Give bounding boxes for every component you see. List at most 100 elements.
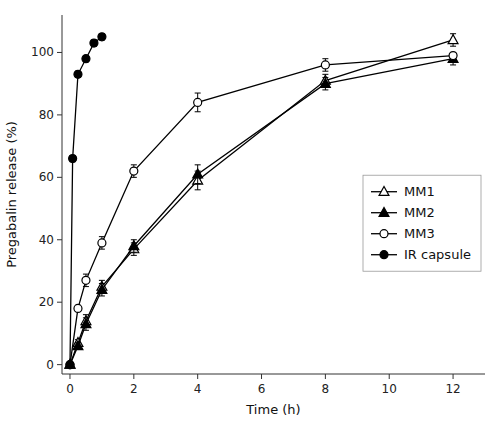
error-bar	[195, 93, 201, 112]
legend-marker	[380, 230, 388, 238]
error-bar-cap	[83, 274, 89, 275]
point	[321, 61, 329, 69]
error-bar	[131, 165, 137, 177]
point	[74, 304, 82, 312]
x-tick	[325, 374, 326, 379]
error-bar	[75, 71, 81, 77]
legend-label: MM1	[404, 184, 435, 199]
x-tick-label: 6	[258, 382, 266, 396]
error-bar-cap	[131, 177, 137, 178]
point	[69, 155, 77, 163]
y-tick-label: 60	[39, 170, 54, 184]
legend-label: MM2	[404, 205, 435, 220]
series	[66, 33, 106, 369]
error-bar	[450, 52, 456, 64]
x-tick-label: 10	[382, 382, 397, 396]
x-tick-label: 0	[66, 382, 74, 396]
point	[320, 78, 330, 87]
point	[82, 55, 90, 63]
error-bar-cap	[195, 189, 201, 190]
x-tick-label: 8	[322, 382, 330, 396]
error-bar-cap	[195, 93, 201, 94]
error-bar-cap	[450, 64, 456, 65]
y-tick-label: 20	[39, 295, 54, 309]
chart: 0 2 4 6 8 10 12 0 20 40 60 80 100 Time (h) Pregabalin …	[0, 0, 500, 426]
point	[81, 319, 91, 328]
error-bar	[99, 34, 105, 40]
legend: MM1 MM2 MM3 IR capsule	[363, 175, 481, 271]
y-tick	[57, 177, 62, 178]
y-tick	[57, 364, 62, 365]
series-line	[70, 37, 102, 365]
point	[66, 361, 74, 369]
y-tick-label: 80	[39, 108, 54, 122]
error-bar-cap	[195, 183, 201, 184]
error-bar-cap	[195, 111, 201, 112]
y-tick	[57, 52, 62, 53]
error-bar-cap	[131, 255, 137, 256]
x-axis	[62, 374, 485, 375]
point	[98, 33, 106, 41]
error-bar	[322, 59, 328, 71]
y-tick	[57, 239, 62, 240]
error-bar-cap	[450, 46, 456, 47]
y-axis	[62, 15, 63, 374]
legend-item: MM1	[371, 184, 435, 199]
point	[194, 98, 202, 106]
point	[73, 341, 83, 350]
legend-box	[363, 175, 481, 271]
error-bar	[83, 274, 89, 286]
point	[65, 359, 75, 368]
error-bar	[450, 52, 456, 58]
point	[98, 239, 106, 247]
error-bar-cap	[195, 164, 201, 165]
error-bar-cap	[322, 89, 328, 90]
x-tick-label: 2	[130, 382, 138, 396]
x-tick	[133, 374, 134, 379]
point	[74, 70, 82, 78]
error-bar-cap	[83, 286, 89, 287]
legend-item: IR capsule	[371, 247, 471, 262]
point	[82, 276, 90, 284]
point	[97, 285, 107, 294]
point	[66, 361, 74, 369]
x-tick	[453, 374, 454, 379]
x-tick	[389, 374, 390, 379]
x-axis-label: Time (h)	[245, 402, 300, 417]
y-tick-label: 40	[39, 233, 54, 247]
error-bar-cap	[99, 249, 105, 250]
error-bar	[91, 40, 97, 46]
legend-marker	[379, 187, 389, 196]
error-bar	[75, 305, 81, 311]
x-tick	[197, 374, 198, 379]
legend-item: MM3	[371, 226, 435, 241]
y-tick-label: 100	[31, 45, 54, 59]
legend-item: MM2	[371, 205, 435, 220]
point	[449, 52, 457, 60]
y-tick	[57, 302, 62, 303]
point	[130, 167, 138, 175]
legend-label: MM3	[404, 226, 435, 241]
error-bar	[83, 56, 89, 62]
point	[448, 35, 458, 44]
error-bar-cap	[131, 164, 137, 165]
point	[65, 359, 75, 368]
x-tick	[261, 374, 262, 379]
legend-label: IR capsule	[404, 247, 471, 262]
x-tick	[69, 374, 70, 379]
error-bar-cap	[322, 71, 328, 72]
y-axis-label: Pregabalin release (%)	[4, 121, 19, 268]
x-tick-label: 12	[445, 382, 460, 396]
error-bar-cap	[83, 330, 89, 331]
legend-marker	[380, 251, 388, 259]
y-tick	[57, 114, 62, 115]
y-tick-label: 0	[46, 358, 54, 372]
point	[193, 169, 203, 178]
error-bar-cap	[131, 252, 137, 253]
x-tick-label: 4	[194, 382, 202, 396]
error-bar-cap	[99, 295, 105, 296]
legend-marker	[379, 208, 389, 217]
error-bar-cap	[99, 236, 105, 237]
error-bar	[99, 237, 105, 249]
point	[129, 241, 139, 250]
